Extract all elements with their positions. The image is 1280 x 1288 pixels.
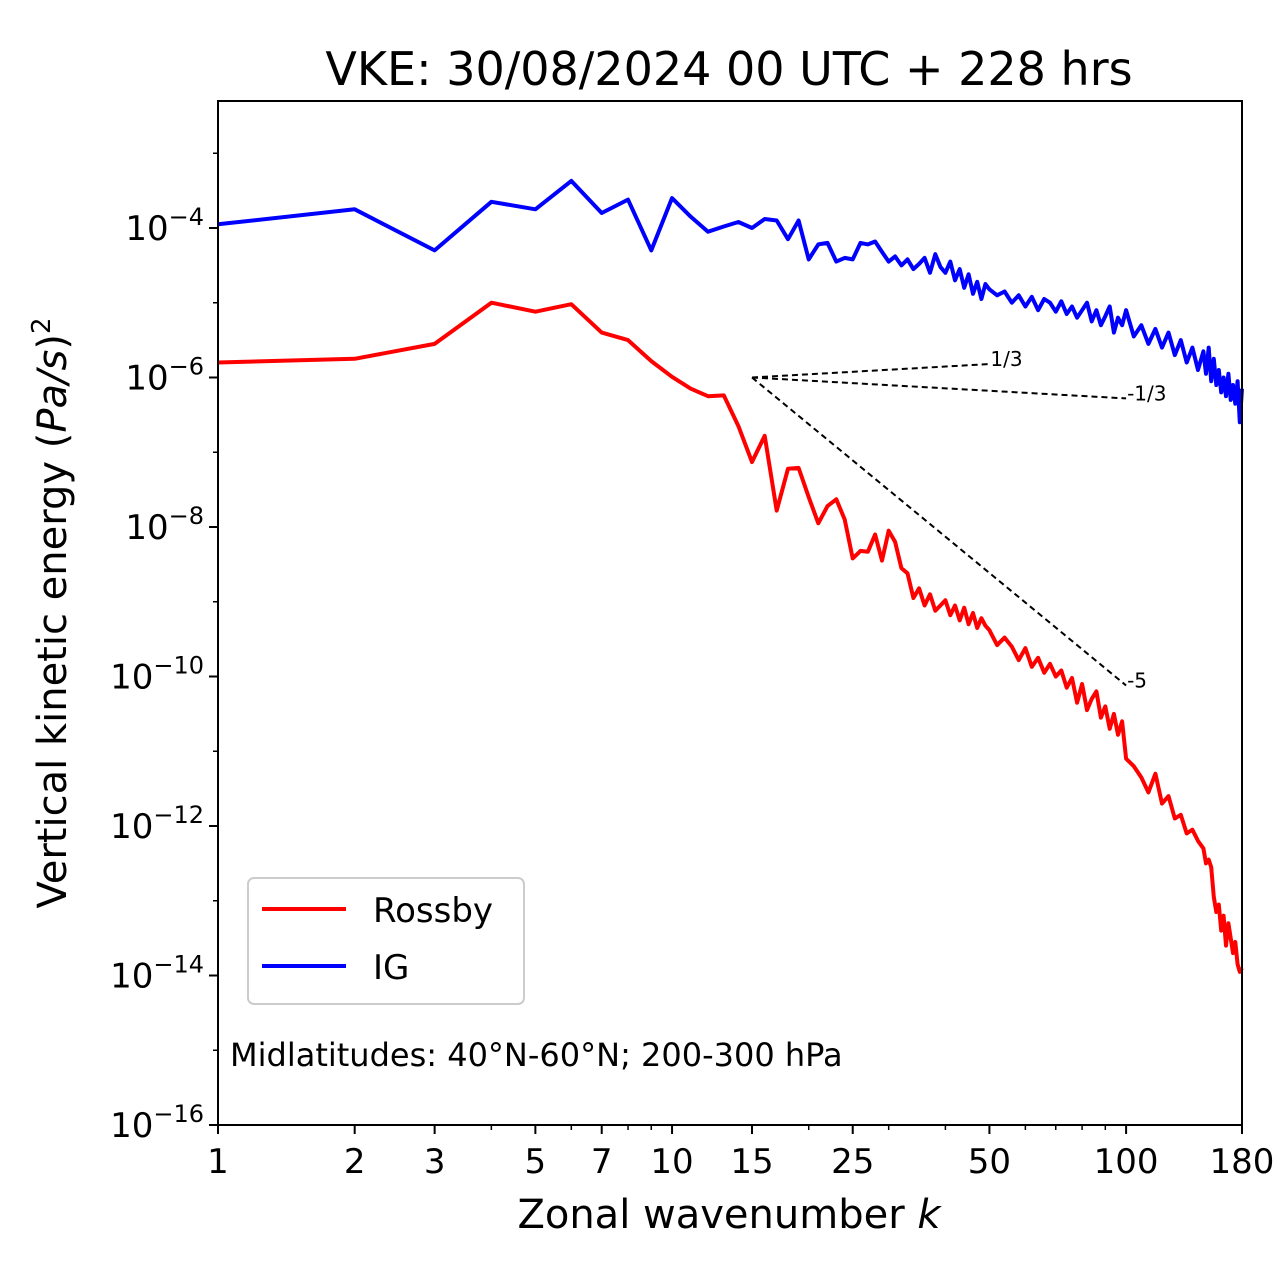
x-axis-ticks: 1 2 3 5 7 10 15 25 50 100 180 bbox=[207, 1125, 1274, 1182]
x-tick-label: 100 bbox=[1094, 1142, 1159, 1182]
x-tick-label: 7 bbox=[591, 1142, 613, 1182]
x-tick-label: 180 bbox=[1210, 1142, 1275, 1182]
y-tick-label: 10−6 bbox=[125, 352, 204, 398]
x-tick-label: 2 bbox=[344, 1142, 366, 1182]
legend: Rossby IG bbox=[247, 877, 525, 1005]
y-axis-label-text: Vertical kinetic energy ( bbox=[30, 433, 76, 909]
region-annotation: Midlatitudes: 40°N-60°N; 200-300 hPa bbox=[230, 1036, 843, 1074]
reference-slope-label: -1/3 bbox=[1127, 381, 1166, 405]
chart-title: VKE: 30/08/2024 00 UTC + 228 hrs bbox=[325, 42, 1132, 96]
legend-label-rossby: Rossby bbox=[373, 891, 493, 931]
y-tick-label: 10−4 bbox=[125, 203, 204, 249]
y-axis-label-variable: Pa/s bbox=[30, 350, 76, 433]
series-line-rossby bbox=[217, 300, 1244, 974]
x-tick-label: 15 bbox=[730, 1142, 773, 1182]
x-tick-label: 5 bbox=[525, 1142, 547, 1182]
series-lines bbox=[217, 178, 1244, 974]
reference-slopes: 1/3 -1/3 -5 bbox=[751, 347, 1167, 692]
y-axis-label-close: ) bbox=[30, 334, 76, 350]
x-axis-label-variable: k bbox=[917, 1192, 942, 1238]
x-tick-label: 3 bbox=[424, 1142, 446, 1182]
reference-slope-line bbox=[751, 376, 1127, 687]
reference-slope-line bbox=[751, 376, 1127, 400]
y-tick-label: 10−8 bbox=[125, 502, 204, 548]
x-axis-label: Zonal wavenumber k bbox=[517, 1192, 942, 1238]
reference-slope-label: 1/3 bbox=[990, 347, 1022, 371]
y-tick-label: 10−10 bbox=[110, 651, 204, 697]
y-axis-label: Vertical kinetic energy (Pa/s)2 bbox=[27, 318, 76, 909]
legend-label-ig: IG bbox=[373, 948, 409, 988]
reference-slope-label: -5 bbox=[1127, 668, 1147, 692]
y-axis-label-exponent: 2 bbox=[27, 318, 57, 335]
axes-frame bbox=[217, 100, 1243, 1126]
y-tick-label: 10−12 bbox=[110, 801, 204, 847]
x-tick-label: 50 bbox=[968, 1142, 1011, 1182]
y-tick-label: 10−14 bbox=[110, 950, 204, 996]
x-axis-label-text: Zonal wavenumber bbox=[517, 1192, 917, 1238]
x-tick-label: 25 bbox=[831, 1142, 874, 1182]
x-tick-label: 1 bbox=[207, 1142, 229, 1182]
y-axis-ticks: 10−16 10−14 10−12 10−10 10−8 10−6 10−4 bbox=[110, 152, 218, 1146]
series-line-ig bbox=[217, 178, 1244, 425]
x-tick-label: 10 bbox=[650, 1142, 693, 1182]
y-tick-label: 10−16 bbox=[110, 1100, 204, 1146]
